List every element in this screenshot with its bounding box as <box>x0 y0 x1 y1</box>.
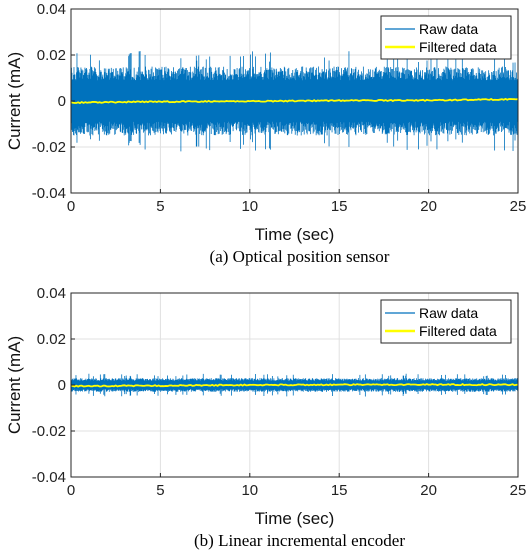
chart-panel-a: 0 5 10 15 20 25 0.04 0.02 0 -0.02 -0.04 Time (sec) C… <box>5 1 526 266</box>
legend-label: Raw data <box>419 21 478 37</box>
y-tick-label: 0.04 <box>37 1 66 18</box>
x-tick-label: 5 <box>156 198 164 215</box>
x-tick-label: 25 <box>510 482 527 499</box>
legend-box <box>380 299 512 344</box>
y-tick-label: 0.02 <box>37 47 66 64</box>
x-tick-label: 0 <box>67 198 75 215</box>
y-tick-label: 0.04 <box>37 285 66 302</box>
legend-label: Filtered data <box>419 39 497 55</box>
x-tick-label: 10 <box>241 482 258 499</box>
x-axis-label: Time (sec) <box>255 509 335 528</box>
y-tick-label: 0 <box>58 377 66 394</box>
y-tick-label: 0 <box>58 93 66 110</box>
legend-box <box>380 15 512 60</box>
y-axis-label: Current (mA) <box>5 52 24 150</box>
legend-label: Filtered data <box>419 323 497 339</box>
chart-panel-b: 0 5 10 15 20 25 0.04 0.02 0 -0.02 -0.04 Time (sec) C… <box>5 285 526 550</box>
legend-label: Raw data <box>419 305 478 321</box>
y-tick-label: -0.02 <box>32 423 66 440</box>
x-axis-label: Time (sec) <box>255 225 335 244</box>
legend: Raw data Filtered data <box>380 15 512 60</box>
legend: Raw data Filtered data <box>380 299 512 344</box>
y-tick-label: -0.02 <box>32 139 66 156</box>
x-tick-label: 0 <box>67 482 75 499</box>
x-tick-label: 5 <box>156 482 164 499</box>
y-tick-label: -0.04 <box>32 185 66 202</box>
x-tick-label: 25 <box>510 198 527 215</box>
y-axis-label: Current (mA) <box>5 336 24 434</box>
x-tick-label: 20 <box>420 482 437 499</box>
figure-caption: (b) Linear incremental encoder <box>194 531 405 550</box>
x-tick-label: 15 <box>331 198 348 215</box>
filtered-data-series <box>70 383 519 388</box>
filtered-data-series <box>70 97 519 105</box>
figure-caption: (a) Optical position sensor <box>210 247 390 266</box>
y-tick-label: 0.02 <box>37 331 66 348</box>
x-tick-label: 15 <box>331 482 348 499</box>
x-tick-label: 10 <box>241 198 258 215</box>
y-tick-label: -0.04 <box>32 469 66 486</box>
x-tick-label: 20 <box>420 198 437 215</box>
